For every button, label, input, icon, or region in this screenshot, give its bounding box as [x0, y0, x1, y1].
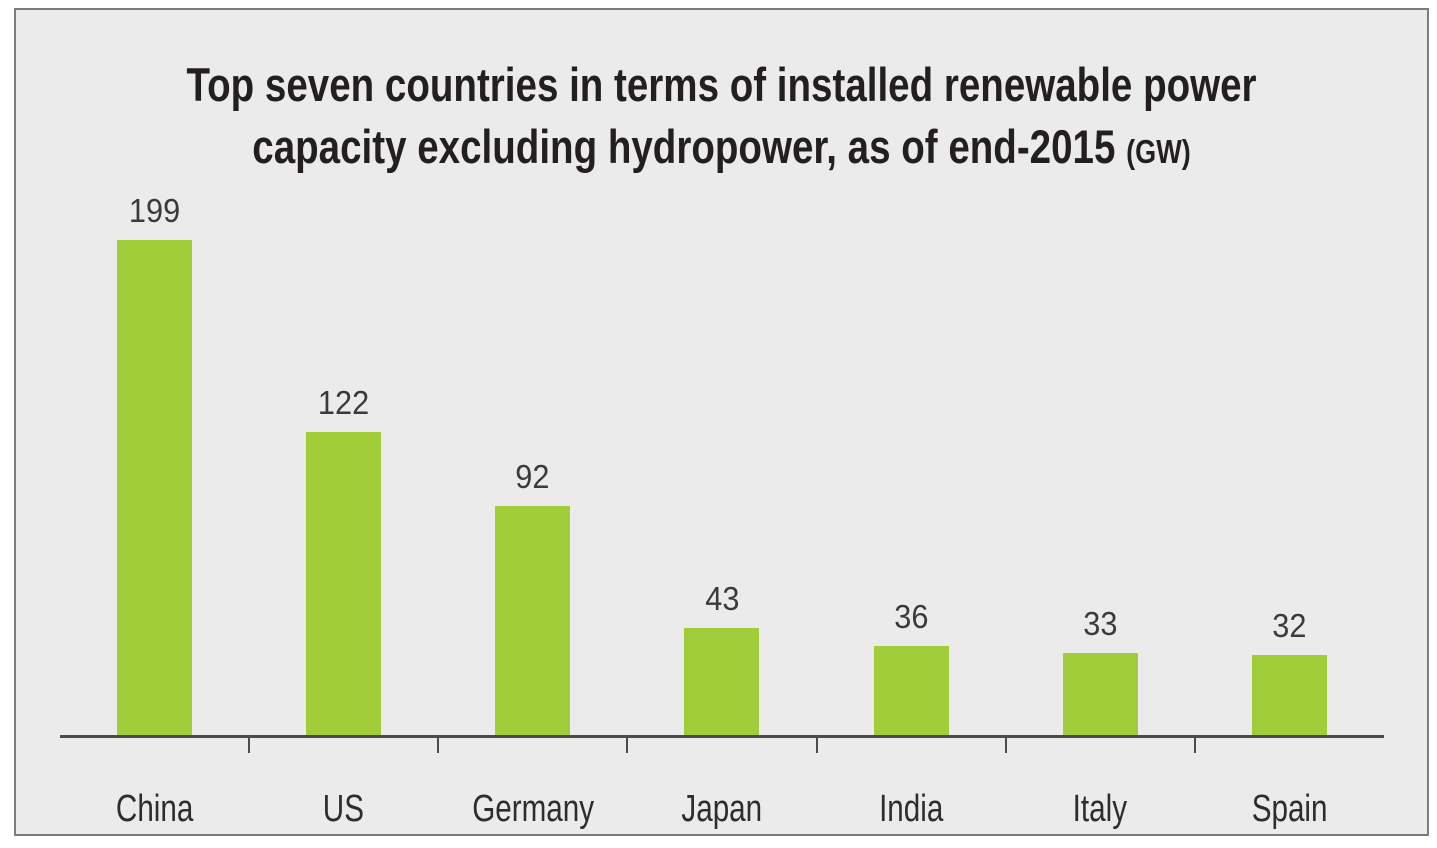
bar-value-label: 36 [894, 597, 929, 635]
chart-unit-label: (GW) [1126, 133, 1191, 170]
bar-column: 122 [249, 183, 438, 735]
bar-value-label: 92 [515, 458, 550, 496]
bar [1062, 652, 1138, 735]
bar [1251, 655, 1327, 735]
bar [873, 645, 949, 735]
chart-title-line-2: capacity excluding hydropower, as of end… [252, 120, 1116, 173]
bar-column: 199 [60, 183, 249, 735]
category-label-text: Japan [681, 788, 763, 830]
category-label: Italy [1006, 788, 1195, 830]
category-label: Germany [438, 788, 627, 830]
chart-title-line-1: Top seven countries in terms of installe… [186, 58, 1257, 111]
bar-column: 32 [1195, 183, 1384, 735]
axis-tick [626, 738, 629, 753]
bar [306, 431, 382, 735]
bar [117, 240, 193, 735]
bar-column: 43 [627, 183, 816, 735]
bar-value-label: 43 [704, 580, 740, 617]
chart-title: Top seven countries in terms of installe… [16, 54, 1427, 183]
chart-frame: Top seven countries in terms of installe… [14, 8, 1429, 836]
category-label: Japan [627, 788, 816, 830]
bar-value-label: 199 [128, 192, 181, 229]
category-label: Spain [1195, 788, 1384, 830]
axis-tick [437, 738, 440, 753]
category-label-text: China [115, 788, 194, 830]
category-label: US [249, 788, 438, 830]
axis-tick [248, 738, 251, 753]
category-label-text: US [323, 788, 365, 830]
category-label: India [817, 788, 1006, 830]
chart-title-text: Top seven countries in terms of installe… [186, 54, 1256, 183]
axis-tick [815, 738, 818, 753]
bar [684, 628, 760, 735]
x-axis-line [60, 735, 1384, 753]
plot-area: 199 122 92 43 36 33 32 [60, 183, 1384, 735]
bar-value-label: 33 [1083, 604, 1118, 642]
bar [495, 506, 571, 735]
bar-value-label: 122 [318, 383, 370, 421]
bar-column: 33 [1006, 183, 1195, 735]
category-label-text: India [878, 788, 944, 830]
category-label-text: Spain [1251, 788, 1328, 830]
axis-tick [1004, 738, 1007, 753]
category-label: China [60, 788, 249, 830]
axis-tick [1193, 738, 1196, 753]
category-label-text: Germany [471, 788, 594, 830]
category-label-text: Italy [1073, 788, 1128, 830]
category-labels-row: China US Germany Japan India Italy Spain [60, 751, 1384, 830]
bar-value-label: 32 [1272, 607, 1307, 645]
bar-column: 92 [438, 183, 627, 735]
bar-column: 36 [817, 183, 1006, 735]
